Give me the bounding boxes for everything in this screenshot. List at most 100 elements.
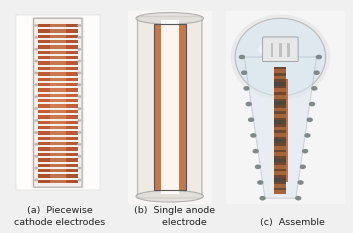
Bar: [38, 40, 78, 43]
Polygon shape: [244, 57, 317, 198]
Bar: [38, 147, 78, 151]
Bar: [275, 184, 286, 188]
Ellipse shape: [258, 44, 280, 55]
Bar: [179, 24, 186, 190]
FancyBboxPatch shape: [31, 17, 84, 188]
Bar: [161, 24, 179, 190]
Circle shape: [256, 165, 261, 168]
Bar: [38, 121, 78, 124]
Circle shape: [296, 197, 301, 200]
Circle shape: [35, 119, 38, 122]
Bar: [275, 165, 286, 169]
Circle shape: [35, 60, 38, 62]
Bar: [50, 110, 66, 113]
Circle shape: [78, 143, 81, 145]
Circle shape: [78, 24, 81, 27]
Text: (b)  Single anode
      electrode: (b) Single anode electrode: [134, 206, 216, 227]
Circle shape: [251, 134, 256, 137]
Circle shape: [298, 181, 303, 184]
Bar: [275, 69, 286, 73]
Bar: [38, 24, 78, 27]
Bar: [50, 88, 66, 92]
Bar: [275, 152, 286, 156]
Circle shape: [303, 150, 307, 153]
FancyBboxPatch shape: [138, 17, 202, 198]
FancyBboxPatch shape: [34, 18, 82, 187]
Text: (a)  Piecewise
cathode electrodes: (a) Piecewise cathode electrodes: [14, 206, 105, 227]
Circle shape: [258, 181, 263, 184]
Ellipse shape: [235, 18, 325, 96]
Circle shape: [78, 107, 81, 110]
Bar: [38, 45, 78, 49]
Bar: [50, 121, 66, 124]
Bar: [50, 153, 66, 156]
Bar: [38, 56, 78, 59]
Bar: [275, 120, 286, 124]
Bar: [50, 164, 66, 167]
Circle shape: [78, 36, 81, 38]
Circle shape: [244, 87, 249, 90]
Bar: [154, 24, 161, 190]
Bar: [226, 10, 345, 204]
Bar: [38, 51, 78, 54]
Bar: [275, 114, 286, 118]
Bar: [38, 169, 78, 172]
Circle shape: [78, 72, 81, 74]
Bar: [50, 56, 66, 59]
Circle shape: [78, 84, 81, 86]
Bar: [275, 159, 286, 162]
Bar: [50, 29, 66, 33]
Bar: [50, 24, 66, 27]
Bar: [38, 72, 78, 75]
Bar: [38, 110, 78, 113]
Bar: [128, 10, 212, 204]
Ellipse shape: [136, 13, 204, 24]
Bar: [286, 79, 288, 182]
Bar: [50, 174, 66, 178]
Text: (c)  Assemble: (c) Assemble: [260, 218, 325, 227]
Bar: [275, 101, 286, 105]
Circle shape: [35, 96, 38, 98]
Bar: [38, 29, 78, 33]
Bar: [38, 88, 78, 92]
Circle shape: [35, 167, 38, 169]
Circle shape: [312, 87, 317, 90]
Circle shape: [35, 131, 38, 134]
Circle shape: [35, 36, 38, 38]
Bar: [275, 88, 286, 92]
Bar: [275, 133, 286, 137]
Circle shape: [314, 71, 319, 74]
Bar: [50, 45, 66, 49]
Circle shape: [35, 84, 38, 86]
Circle shape: [307, 118, 312, 121]
Circle shape: [300, 165, 305, 168]
Bar: [275, 67, 286, 194]
Bar: [50, 158, 66, 161]
Bar: [50, 126, 66, 129]
Bar: [50, 67, 66, 70]
Circle shape: [246, 103, 251, 106]
Bar: [38, 174, 78, 178]
Bar: [275, 139, 286, 143]
Bar: [38, 180, 78, 183]
Bar: [275, 146, 286, 150]
Circle shape: [310, 103, 315, 106]
Circle shape: [78, 179, 81, 181]
Bar: [275, 107, 286, 111]
Bar: [50, 62, 66, 65]
Circle shape: [78, 60, 81, 62]
Bar: [38, 164, 78, 167]
Bar: [16, 15, 100, 190]
Bar: [275, 127, 286, 130]
Circle shape: [35, 155, 38, 157]
Bar: [38, 142, 78, 145]
Circle shape: [35, 107, 38, 110]
Circle shape: [78, 131, 81, 134]
Bar: [38, 78, 78, 81]
Circle shape: [260, 197, 265, 200]
Bar: [161, 20, 179, 194]
Bar: [50, 99, 66, 103]
Bar: [50, 78, 66, 81]
Bar: [50, 137, 66, 140]
Ellipse shape: [231, 14, 330, 99]
